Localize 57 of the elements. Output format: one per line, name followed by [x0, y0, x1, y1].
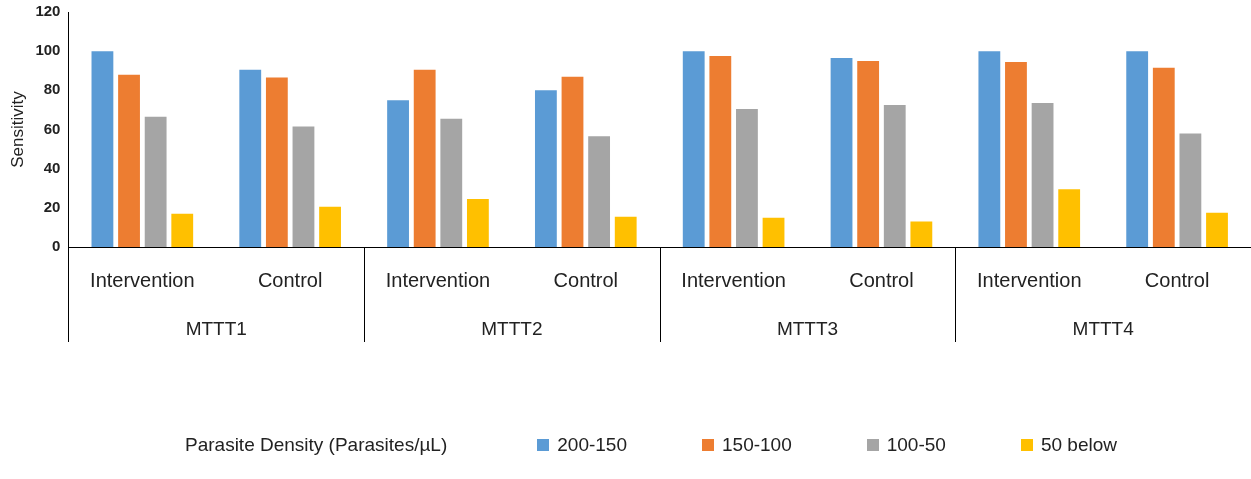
bar — [883, 105, 906, 247]
legend-label: 150-100 — [722, 434, 792, 456]
x-tick-label: Intervention — [385, 268, 491, 291]
legend-label: 50 below — [1040, 434, 1117, 456]
x-tick-label: Intervention — [977, 268, 1082, 291]
x-tick-label: Control — [849, 268, 914, 291]
y-tick-label: 100 — [35, 41, 61, 59]
bar — [292, 126, 315, 247]
legend-title: Parasite Density (Parasites/µL) — [185, 434, 448, 456]
bar — [736, 108, 758, 247]
text: MTTT1 — [185, 318, 247, 340]
x-tick-label: Intervention — [681, 268, 786, 291]
bar — [440, 118, 463, 247]
bar — [118, 74, 140, 247]
bar — [1031, 103, 1054, 247]
bar — [319, 206, 341, 247]
y-tick-label: 60 — [43, 119, 61, 137]
bar — [387, 100, 409, 247]
bar — [1058, 189, 1081, 247]
x-tick-label: Control — [553, 268, 619, 291]
bar — [265, 77, 288, 247]
bar — [91, 51, 114, 247]
text: MTTT4 — [1072, 318, 1135, 340]
legend-label: 200-150 — [557, 434, 627, 456]
bar — [1206, 212, 1228, 247]
bar — [682, 51, 705, 247]
x-tick-label: Intervention — [90, 268, 195, 291]
bar — [910, 221, 933, 247]
bar — [709, 56, 732, 247]
bar — [466, 199, 489, 247]
bar — [171, 213, 194, 247]
bar — [1005, 61, 1027, 247]
y-tick-label: 80 — [43, 80, 61, 98]
text: MTTT2 — [481, 318, 543, 340]
bar — [830, 58, 853, 247]
bar — [614, 216, 637, 247]
bar — [978, 51, 1001, 247]
bar — [1126, 51, 1149, 247]
bar — [534, 90, 557, 247]
bar — [239, 69, 262, 247]
x-tick-label: Control — [257, 268, 323, 291]
bar — [762, 217, 785, 247]
x-tick-label: Control — [1144, 268, 1210, 291]
text: MTTT3 — [776, 318, 839, 340]
bar — [413, 69, 436, 247]
y-tick-label: 120 — [35, 2, 61, 20]
bar — [144, 116, 167, 247]
bar — [1152, 67, 1175, 247]
bar — [561, 76, 584, 247]
y-axis-title: Sensitivity — [7, 90, 27, 168]
bar — [857, 60, 880, 247]
legend-label: 100-50 — [886, 434, 946, 456]
y-tick-label: 0 — [52, 237, 61, 255]
bar — [1179, 133, 1202, 247]
y-tick-label: 20 — [43, 197, 61, 215]
y-tick-label: 40 — [43, 158, 61, 176]
bar — [588, 136, 611, 247]
